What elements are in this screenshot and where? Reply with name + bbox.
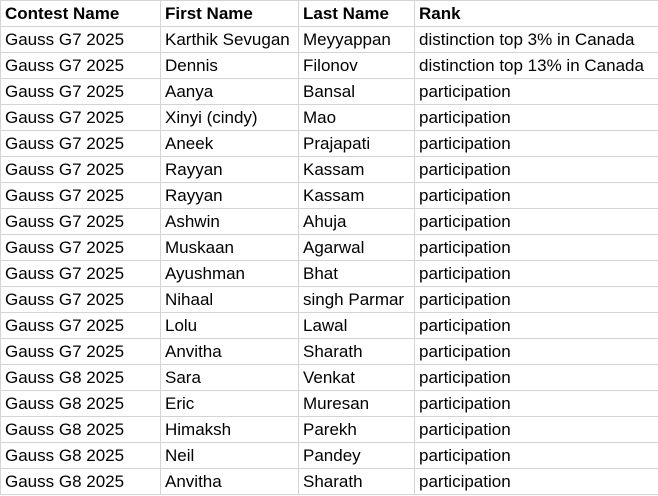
cell-rank[interactable]: distinction top 3% in Canada [414,26,658,53]
header-cell-last-name[interactable]: Last Name [298,0,415,27]
cell-contest-name[interactable]: Gauss G7 2025 [0,312,161,339]
cell-first-name[interactable]: Dennis [160,52,299,79]
cell-first-name[interactable]: Sara [160,364,299,391]
table-row: Gauss G8 2025 Himaksh Parekh participation [0,416,658,443]
cell-rank[interactable]: participation [414,286,658,313]
cell-last-name[interactable]: Bansal [298,78,415,105]
cell-first-name[interactable]: Karthik Sevugan [160,26,299,53]
cell-last-name[interactable]: Sharath [298,338,415,365]
cell-contest-name[interactable]: Gauss G7 2025 [0,78,161,105]
table-row: Gauss G7 2025 Aanya Bansal participation [0,78,658,105]
cell-rank[interactable]: participation [414,208,658,235]
cell-first-name[interactable]: Anvitha [160,468,299,495]
cell-contest-name[interactable]: Gauss G8 2025 [0,468,161,495]
cell-contest-name[interactable]: Gauss G7 2025 [0,260,161,287]
table-row: Gauss G7 2025 Anvitha Sharath participation [0,338,658,365]
cell-contest-name[interactable]: Gauss G8 2025 [0,416,161,443]
table-row: Gauss G7 2025 Rayyan Kassam participation [0,156,658,183]
cell-last-name[interactable]: Sharath [298,468,415,495]
cell-rank[interactable]: distinction top 13% in Canada [414,52,658,79]
table-row: Gauss G7 2025 Ayushman Bhat participation [0,260,658,287]
cell-contest-name[interactable]: Gauss G8 2025 [0,390,161,417]
cell-last-name[interactable]: singh Parmar [298,286,415,313]
table-row: Gauss G7 2025 Muskaan Agarwal participation [0,234,658,261]
cell-rank[interactable]: participation [414,416,658,443]
cell-rank[interactable]: participation [414,130,658,157]
cell-rank[interactable]: participation [414,312,658,339]
cell-contest-name[interactable]: Gauss G7 2025 [0,52,161,79]
cell-contest-name[interactable]: Gauss G7 2025 [0,234,161,261]
cell-last-name[interactable]: Lawal [298,312,415,339]
cell-contest-name[interactable]: Gauss G7 2025 [0,286,161,313]
cell-rank[interactable]: participation [414,468,658,495]
cell-last-name[interactable]: Kassam [298,156,415,183]
cell-last-name[interactable]: Parekh [298,416,415,443]
table-row: Gauss G8 2025 Eric Muresan participation [0,390,658,417]
cell-first-name[interactable]: Aanya [160,78,299,105]
cell-contest-name[interactable]: Gauss G7 2025 [0,130,161,157]
cell-rank[interactable]: participation [414,338,658,365]
cell-rank[interactable]: participation [414,78,658,105]
cell-rank[interactable]: participation [414,260,658,287]
header-row: Contest Name First Name Last Name Rank [0,0,658,27]
header-cell-rank[interactable]: Rank [414,0,658,27]
table-row: Gauss G7 2025 Xinyi (cindy) Mao participati… [0,104,658,131]
cell-last-name[interactable]: Venkat [298,364,415,391]
cell-rank[interactable]: participation [414,390,658,417]
cell-first-name[interactable]: Ayushman [160,260,299,287]
cell-rank[interactable]: participation [414,234,658,261]
table-row: Gauss G8 2025 Anvitha Sharath participation [0,468,658,495]
cell-first-name[interactable]: Eric [160,390,299,417]
cell-first-name[interactable]: Lolu [160,312,299,339]
cell-first-name[interactable]: Neil [160,442,299,469]
cell-contest-name[interactable]: Gauss G8 2025 [0,364,161,391]
cell-last-name[interactable]: Mao [298,104,415,131]
cell-last-name[interactable]: Ahuja [298,208,415,235]
table-row: Gauss G7 2025 Ashwin Ahuja participation [0,208,658,235]
cell-last-name[interactable]: Pandey [298,442,415,469]
cell-last-name[interactable]: Muresan [298,390,415,417]
cell-contest-name[interactable]: Gauss G7 2025 [0,182,161,209]
cell-first-name[interactable]: Muskaan [160,234,299,261]
cell-last-name[interactable]: Kassam [298,182,415,209]
header-cell-contest-name[interactable]: Contest Name [0,0,161,27]
table-row: Gauss G7 2025 Karthik Sevugan Meyyappan dis… [0,26,658,53]
cell-rank[interactable]: participation [414,156,658,183]
header-cell-first-name[interactable]: First Name [160,0,299,27]
table-row: Gauss G7 2025 Rayyan Kassam participation [0,182,658,209]
cell-contest-name[interactable]: Gauss G7 2025 [0,104,161,131]
table-row: Gauss G7 2025 Dennis Filonov distinction to… [0,52,658,79]
table-row: Gauss G8 2025 Sara Venkat participation [0,364,658,391]
cell-last-name[interactable]: Meyyappan [298,26,415,53]
cell-first-name[interactable]: Himaksh [160,416,299,443]
table-row: Gauss G7 2025 Aneek Prajapati participation [0,130,658,157]
cell-contest-name[interactable]: Gauss G7 2025 [0,208,161,235]
cell-last-name[interactable]: Bhat [298,260,415,287]
cell-first-name[interactable]: Aneek [160,130,299,157]
table-row: Gauss G7 2025 Lolu Lawal participation [0,312,658,339]
table-row: Gauss G7 2025 Nihaal singh Parmar participa… [0,286,658,313]
cell-contest-name[interactable]: Gauss G7 2025 [0,338,161,365]
table-row: Gauss G8 2025 Neil Pandey participation [0,442,658,469]
cell-last-name[interactable]: Prajapati [298,130,415,157]
cell-first-name[interactable]: Xinyi (cindy) [160,104,299,131]
cell-first-name[interactable]: Rayyan [160,156,299,183]
cell-last-name[interactable]: Agarwal [298,234,415,261]
cell-first-name[interactable]: Ashwin [160,208,299,235]
cell-contest-name[interactable]: Gauss G7 2025 [0,26,161,53]
cell-contest-name[interactable]: Gauss G8 2025 [0,442,161,469]
cell-last-name[interactable]: Filonov [298,52,415,79]
cell-rank[interactable]: participation [414,182,658,209]
cell-first-name[interactable]: Rayyan [160,182,299,209]
cell-rank[interactable]: participation [414,104,658,131]
cell-contest-name[interactable]: Gauss G7 2025 [0,156,161,183]
cell-rank[interactable]: participation [414,364,658,391]
cell-first-name[interactable]: Nihaal [160,286,299,313]
cell-rank[interactable]: participation [414,442,658,469]
cell-first-name[interactable]: Anvitha [160,338,299,365]
